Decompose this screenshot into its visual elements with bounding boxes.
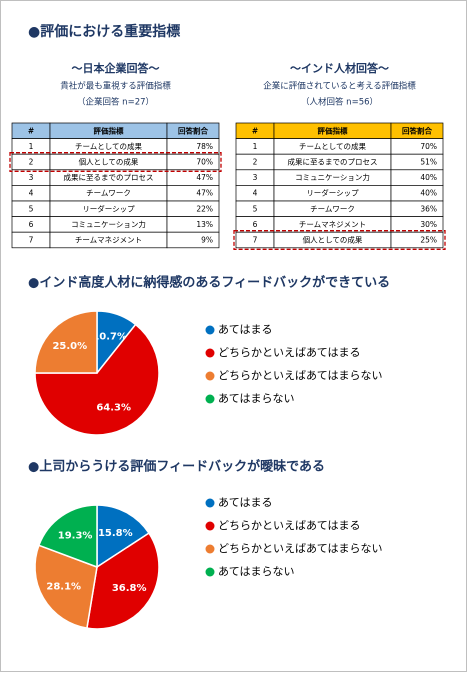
cell-text: 70%: [196, 158, 213, 167]
cell-text: チームとしての成果: [75, 141, 143, 151]
cell-text: 51%: [420, 158, 437, 167]
column-header: #: [28, 126, 34, 135]
cell-text: コミュニケーション力: [71, 219, 146, 229]
cell-text: 25%: [420, 236, 437, 245]
cell-text: 3: [253, 173, 258, 182]
cell-text: 6: [29, 220, 34, 229]
cell-text: 5: [29, 204, 34, 213]
legend-label: あてはまる: [218, 323, 273, 336]
slice-label: 36.8%: [112, 583, 147, 594]
legend-marker: [205, 567, 215, 577]
table-subheading: 企業に評価されていると考える評価指標: [263, 81, 416, 92]
slice-label: 64.3%: [96, 403, 131, 414]
cell-text: 5: [253, 204, 258, 213]
cell-text: チームワーク: [86, 189, 131, 198]
column-header: 評価指標: [94, 125, 124, 135]
cell-text: 36%: [420, 204, 437, 213]
legend-marker: [205, 498, 215, 508]
cell-text: 47%: [196, 189, 213, 198]
cell-text: 40%: [420, 189, 437, 198]
cell-text: 13%: [196, 220, 213, 229]
row-highlight: [9, 152, 222, 172]
cell-text: 個人としての成果: [79, 157, 139, 167]
slice-label: 19.3%: [58, 530, 93, 541]
table-subheading: 貴社が最も重視する評価指標: [60, 81, 171, 92]
cell-text: 6: [253, 220, 258, 229]
cell-text: 1: [29, 142, 34, 151]
cell-text: 4: [253, 189, 258, 198]
table-sample: （人材回答 n=56）: [301, 97, 378, 108]
pie-slice: [34, 544, 98, 630]
cell-text: チームマネジメント: [75, 236, 142, 245]
pie-slice: [34, 323, 160, 436]
slice-label: 25.0%: [52, 341, 87, 352]
table-cell: [390, 231, 444, 249]
cell-text: 成果に至るまでのプロセス: [64, 172, 154, 182]
cell-text: チームマネジメント: [299, 220, 366, 229]
pie-slice: [96, 504, 150, 569]
slice-label: 28.1%: [46, 581, 81, 592]
legend-label: あてはまらない: [218, 392, 295, 405]
cell-text: チームとしての成果: [299, 141, 367, 151]
table-heading: ～日本企業回答～: [72, 61, 160, 75]
cell-text: 30%: [420, 220, 437, 229]
legend-marker: [205, 544, 215, 554]
cell-text: 22%: [196, 204, 213, 213]
table-sample: （企業回答 n=27）: [77, 97, 154, 108]
slice-label: 10.7%: [92, 332, 127, 343]
legend-label: あてはまる: [218, 496, 273, 509]
legend-label: あてはまらない: [218, 565, 295, 578]
cell-text: 40%: [420, 173, 437, 182]
cell-text: 9%: [201, 236, 213, 245]
legend-label: どちらかといえばあてはまる: [218, 519, 361, 532]
table-heading: ～インド人材回答～: [290, 61, 389, 75]
cell-text: 1: [253, 142, 258, 151]
pie-slice: [34, 310, 98, 374]
cell-text: 2: [253, 158, 258, 167]
cell-text: リーダーシップ: [82, 203, 135, 213]
cell-text: リーダーシップ: [306, 188, 359, 198]
pie-slice: [37, 504, 98, 569]
column-header: 回答割合: [178, 125, 208, 135]
pie-slice: [86, 532, 160, 630]
cell-text: 78%: [196, 142, 213, 151]
cell-text: 7: [253, 236, 258, 245]
cell-text: 4: [29, 189, 34, 198]
chart-title: ●インド高度人材に納得感のあるフィードバックができている: [28, 275, 390, 291]
cell-text: チームワーク: [310, 204, 355, 213]
legend-marker: [205, 394, 215, 404]
column-header: 評価指標: [318, 125, 348, 135]
cell-text: コミュニケーション力: [295, 172, 370, 182]
slice-label: 15.8%: [98, 528, 133, 539]
legend-label: どちらかといえばあてはまる: [218, 346, 361, 359]
page-title: ●評価における重要指標: [28, 23, 180, 40]
cell-text: 個人としての成果: [303, 235, 363, 245]
cell-text: 成果に至るまでのプロセス: [288, 157, 378, 167]
row-highlight: [233, 230, 446, 250]
table-cell: [166, 231, 220, 249]
cell-text: 2: [29, 158, 34, 167]
cell-text: 70%: [420, 142, 437, 151]
legend-label: どちらかといえばあてはまらない: [218, 369, 383, 382]
cell-text: 3: [29, 173, 34, 182]
cell-text: 7: [29, 236, 34, 245]
column-header: #: [252, 126, 258, 135]
legend-marker: [205, 521, 215, 531]
column-header: 回答割合: [402, 125, 432, 135]
legend-marker: [205, 371, 215, 381]
cell-text: 47%: [196, 173, 213, 182]
legend-marker: [205, 348, 215, 358]
chart-title: ●上司からうける評価フィードバックが曖昧である: [28, 459, 325, 475]
legend-marker: [205, 325, 215, 335]
legend-label: どちらかといえばあてはまらない: [218, 542, 383, 555]
